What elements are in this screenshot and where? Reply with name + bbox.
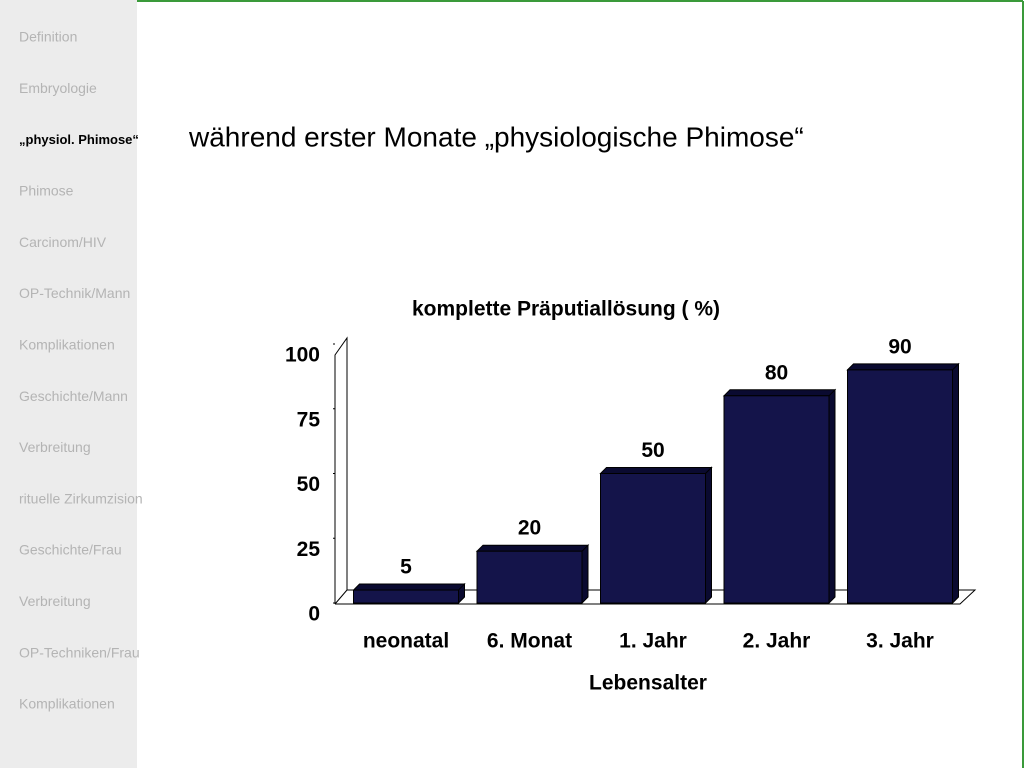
y-tick-label: 0 <box>308 603 320 626</box>
bar <box>353 589 459 604</box>
data-label: 50 <box>641 439 664 462</box>
sidebar-item: „physiol. Phimose“ <box>19 132 139 147</box>
data-label: 80 <box>765 361 788 384</box>
x-axis-label: Lebensalter <box>589 672 707 695</box>
sidebar-item: Embryologie <box>19 80 97 96</box>
x-tick-label: 6. Monat <box>487 630 572 653</box>
floor-edge <box>334 589 348 605</box>
y-tick-label: 50 <box>297 473 320 496</box>
bar <box>476 550 583 604</box>
sidebar-item: rituelle Zirkumzision <box>19 490 143 506</box>
x-tick-label: neonatal <box>363 630 449 653</box>
sidebar-item: Komplikationen <box>19 337 115 353</box>
sidebar-item: Definition <box>19 29 77 45</box>
sidebar-item: Phimose <box>19 183 74 199</box>
axes-frame <box>334 336 977 605</box>
bar <box>847 369 953 604</box>
bar <box>600 473 706 604</box>
x-tick-label: 1. Jahr <box>619 630 687 653</box>
sidebar-item: Verbreitung <box>19 593 91 609</box>
sidebar-item: Geschichte/Mann <box>19 388 128 404</box>
sidebar-item: OP-Technik/Mann <box>19 285 130 301</box>
heading: während erster Monate „physiologische Ph… <box>188 121 804 152</box>
bar <box>723 395 830 604</box>
sidebar-item: Geschichte/Frau <box>19 542 122 558</box>
y-tick-label: 25 <box>297 538 321 561</box>
data-label: 90 <box>888 335 911 358</box>
y-tick-label: 100 <box>285 344 320 367</box>
sidebar-item: OP-Techniken/Frau <box>19 644 140 660</box>
x-tick-label: 3. Jahr <box>866 630 934 653</box>
y-tick-label: 75 <box>297 408 321 431</box>
chart-title: komplette Präputiallösung ( %) <box>412 298 720 321</box>
x-tick-label: 2. Jahr <box>743 630 811 653</box>
data-label: 20 <box>518 517 541 540</box>
sidebar-item: Carcinom/HIV <box>19 234 107 250</box>
sidebar-item: Verbreitung <box>19 439 91 455</box>
sidebar <box>0 0 137 768</box>
sidebar-item: Komplikationen <box>19 696 115 712</box>
data-label: 5 <box>400 556 412 579</box>
